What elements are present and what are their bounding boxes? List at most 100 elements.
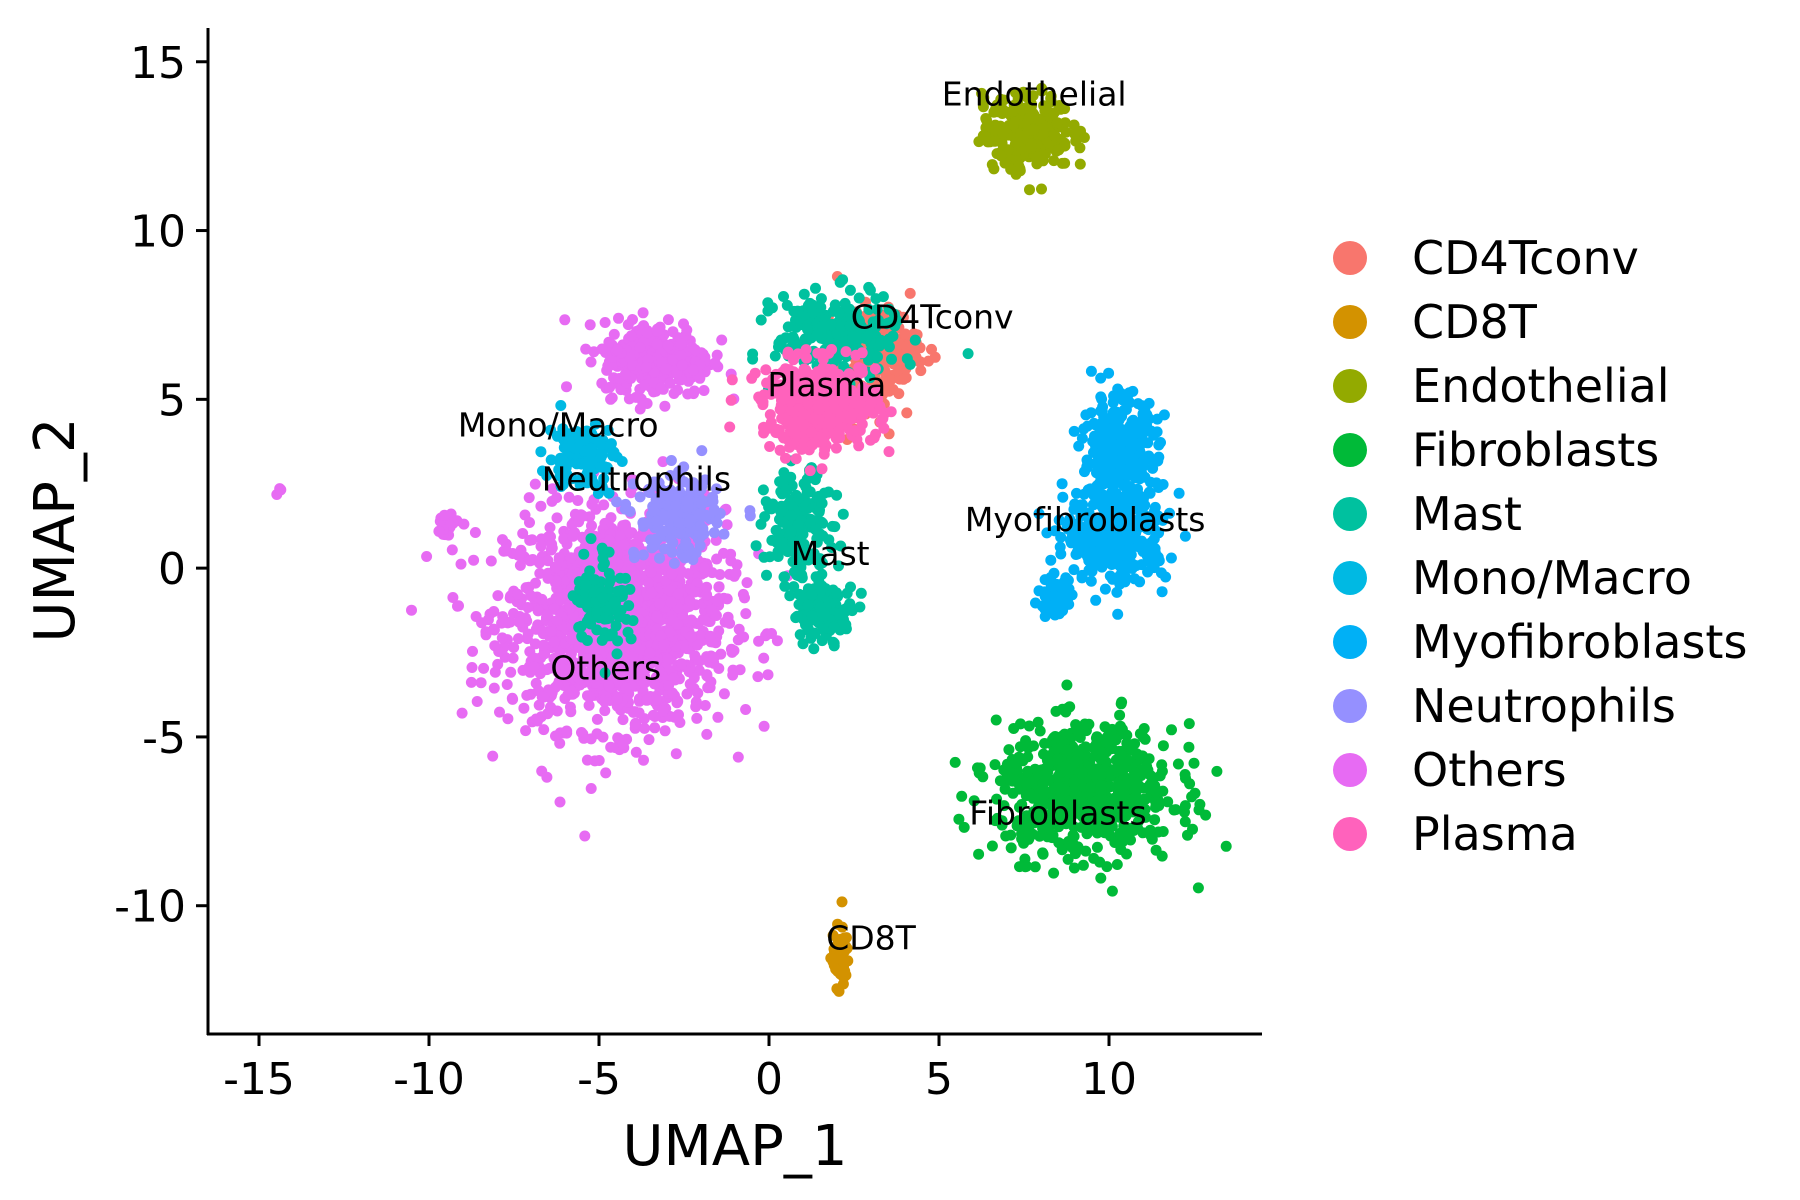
data-point xyxy=(837,978,849,990)
data-point xyxy=(1090,594,1102,606)
data-point xyxy=(597,592,609,604)
data-point xyxy=(468,554,480,566)
data-point xyxy=(610,620,622,632)
data-point xyxy=(1148,429,1159,441)
data-point xyxy=(585,533,597,545)
data-point xyxy=(584,691,596,703)
data-point xyxy=(581,635,593,646)
data-point xyxy=(845,581,856,593)
data-point xyxy=(689,344,701,356)
data-point xyxy=(1106,479,1118,491)
data-point xyxy=(433,525,445,537)
data-point xyxy=(798,288,810,300)
data-point xyxy=(492,590,504,602)
data-point xyxy=(650,694,662,706)
data-point xyxy=(512,588,524,600)
data-point xyxy=(1104,553,1116,565)
data-point xyxy=(623,600,635,612)
data-point xyxy=(718,528,730,540)
data-point xyxy=(732,751,744,763)
data-point xyxy=(1095,780,1107,792)
data-point xyxy=(567,530,579,542)
data-point xyxy=(833,608,845,620)
data-point xyxy=(989,759,1001,771)
data-point xyxy=(489,666,501,678)
data-point xyxy=(676,359,688,371)
data-point xyxy=(949,756,961,768)
data-point xyxy=(670,748,682,760)
data-point xyxy=(502,713,514,725)
data-point xyxy=(883,446,895,458)
data-point xyxy=(488,606,500,617)
data-point xyxy=(542,708,554,720)
data-point xyxy=(665,596,677,608)
data-point xyxy=(604,534,616,546)
data-point xyxy=(591,728,603,740)
data-point xyxy=(654,552,665,564)
data-point xyxy=(689,650,701,662)
data-point xyxy=(497,534,508,546)
data-point xyxy=(529,478,541,490)
data-point xyxy=(617,520,629,532)
data-point xyxy=(275,484,287,496)
data-point xyxy=(1121,488,1133,500)
data-point xyxy=(522,628,534,640)
data-point xyxy=(1118,763,1130,775)
data-point xyxy=(536,593,548,605)
data-point xyxy=(1037,847,1049,859)
data-point xyxy=(1149,557,1161,568)
data-point xyxy=(901,353,913,365)
data-point xyxy=(645,566,657,578)
data-point xyxy=(599,695,611,707)
data-point xyxy=(1040,600,1052,612)
data-point xyxy=(771,536,783,548)
series-myofibroblasts xyxy=(1030,365,1191,622)
data-point xyxy=(1170,804,1182,816)
data-point xyxy=(608,596,620,608)
data-point xyxy=(663,680,675,691)
data-point xyxy=(772,551,784,562)
data-point xyxy=(1179,800,1191,812)
data-point xyxy=(766,628,777,639)
data-point xyxy=(530,577,541,589)
data-point xyxy=(565,633,577,645)
data-point xyxy=(1182,829,1193,841)
data-point xyxy=(872,351,883,363)
data-point xyxy=(485,555,497,567)
data-point xyxy=(659,400,671,412)
data-point xyxy=(690,701,702,713)
data-point xyxy=(651,515,663,527)
data-point xyxy=(711,595,723,607)
data-point xyxy=(1200,809,1212,821)
data-point xyxy=(807,307,819,318)
data-point xyxy=(886,353,897,365)
data-point xyxy=(504,616,516,628)
data-point xyxy=(1107,397,1119,409)
data-point xyxy=(642,577,654,589)
data-point xyxy=(831,489,843,501)
data-point xyxy=(1134,576,1146,588)
data-point xyxy=(666,546,678,558)
data-point xyxy=(1056,478,1068,490)
data-point xyxy=(831,587,843,599)
data-point xyxy=(688,586,700,598)
data-point xyxy=(535,446,547,458)
data-point xyxy=(1105,466,1117,478)
data-point xyxy=(561,725,573,737)
data-point xyxy=(1061,679,1073,691)
data-point xyxy=(806,610,818,622)
data-point xyxy=(1049,591,1061,603)
data-point xyxy=(1085,575,1097,587)
data-point xyxy=(741,577,753,589)
data-point xyxy=(530,713,542,725)
data-point xyxy=(778,571,790,583)
data-point xyxy=(612,585,624,597)
data-point xyxy=(579,830,591,842)
data-point xyxy=(733,623,745,635)
data-point xyxy=(836,896,848,908)
data-point xyxy=(793,492,804,504)
data-point xyxy=(681,688,693,700)
data-point xyxy=(505,666,517,678)
data-point xyxy=(467,645,478,657)
data-point xyxy=(773,337,785,349)
